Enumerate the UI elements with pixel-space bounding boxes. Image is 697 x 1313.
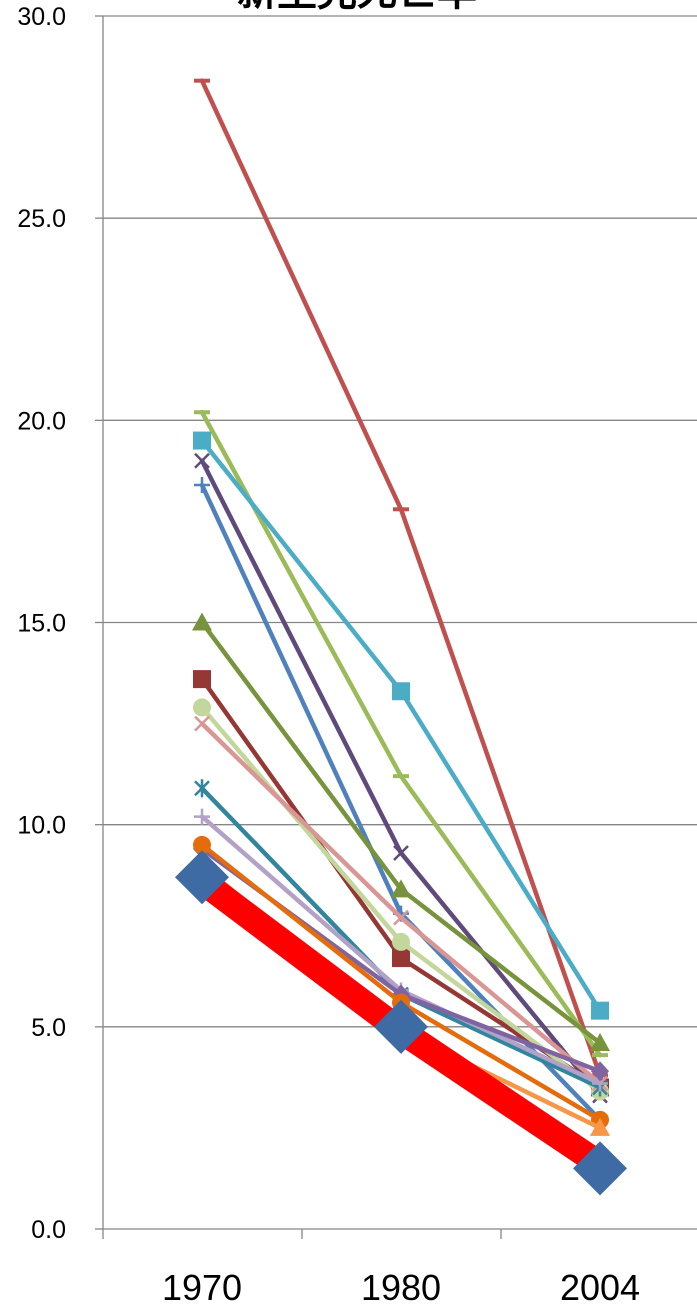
y-tick-label: 20.0 [17, 407, 66, 435]
data-point [374, 999, 428, 1054]
data-point [193, 670, 211, 689]
data-point [591, 1061, 609, 1082]
series-6 [192, 612, 610, 1052]
axes [95, 15, 697, 1239]
y-tick-label: 0.0 [31, 1216, 66, 1244]
data-point [193, 835, 211, 854]
series-9 [194, 715, 608, 1092]
x-tick-label: 2004 [560, 1267, 640, 1308]
data-point [393, 845, 409, 861]
data-point [590, 1117, 610, 1136]
data-point [393, 909, 409, 926]
data-point [194, 808, 210, 825]
data-point [193, 431, 211, 450]
data-point [194, 477, 210, 494]
y-tick-label: 10.0 [17, 812, 66, 840]
data-point [391, 879, 411, 898]
series-3 [193, 431, 609, 1020]
x-tick-label: 1980 [361, 1267, 441, 1308]
series-16 [175, 850, 627, 1196]
y-tick-label: 30.0 [17, 3, 66, 31]
data-point [590, 1033, 610, 1052]
x-tick-label: 1970 [162, 1267, 242, 1308]
data-point [392, 932, 410, 951]
data-point [193, 698, 211, 717]
series-2 [194, 409, 608, 1058]
data-point [392, 682, 410, 701]
data-point [194, 452, 210, 469]
data-point [194, 715, 210, 732]
data-point [591, 1001, 609, 1020]
y-tick-label: 25.0 [17, 205, 66, 233]
series-layer [175, 78, 627, 1196]
y-tick-label: 5.0 [31, 1014, 66, 1042]
data-point [175, 850, 229, 905]
data-point [392, 949, 410, 968]
chart-title: 新生児死亡率 [237, 0, 477, 15]
data-point [573, 1141, 627, 1196]
data-point [194, 779, 210, 798]
y-tick-label: 15.0 [17, 610, 66, 638]
tick-labels: 0.0 5.0 10.0 15.0 20.0 25.0 30.0 1970 1980 2004 [17, 3, 640, 1308]
data-point [192, 612, 212, 631]
